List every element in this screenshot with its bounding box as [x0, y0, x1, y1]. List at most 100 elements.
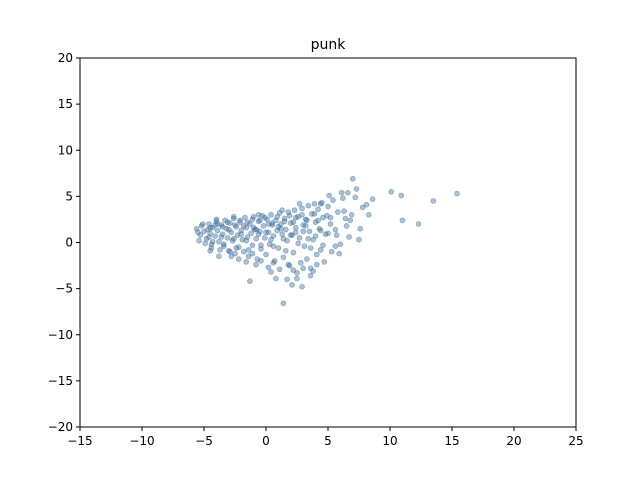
data-point: [295, 240, 302, 247]
data-point: [193, 225, 200, 232]
y-tick-label: −5: [55, 282, 73, 296]
data-point: [202, 240, 208, 247]
data-point: [286, 212, 293, 219]
data-point: [291, 207, 298, 213]
data-point: [317, 247, 324, 253]
data-point: [243, 259, 249, 265]
data-point: [273, 275, 279, 282]
data-point: [356, 236, 362, 243]
data-point: [232, 250, 238, 257]
data-points: [193, 176, 460, 307]
data-point: [207, 224, 213, 231]
plot-frame: [79, 57, 577, 428]
data-point: [333, 232, 340, 238]
data-point: [209, 238, 216, 245]
data-point: [313, 261, 320, 268]
data-point: [304, 256, 310, 262]
data-point: [353, 186, 360, 192]
data-point: [249, 250, 256, 257]
data-point: [282, 248, 289, 254]
data-point: [325, 230, 331, 237]
data-point: [226, 226, 232, 233]
data-point: [352, 194, 359, 201]
x-tick-label: 15: [444, 434, 459, 448]
data-point: [253, 236, 259, 242]
x-tick-label: 20: [506, 434, 521, 448]
data-point: [359, 204, 366, 211]
data-point: [261, 214, 268, 221]
data-point: [253, 261, 259, 268]
data-point: [430, 198, 437, 204]
data-point: [231, 215, 237, 222]
data-point: [299, 212, 305, 218]
y-tick-label: 0: [65, 236, 73, 250]
data-point: [296, 201, 303, 207]
data-point: [299, 283, 305, 290]
data-point: [213, 216, 220, 223]
x-tick-label: 25: [568, 434, 583, 448]
x-tick-label: 10: [382, 434, 397, 448]
data-point: [270, 259, 277, 266]
data-point: [279, 231, 285, 237]
data-point: [280, 254, 287, 261]
data-point: [232, 222, 238, 228]
data-point: [307, 272, 314, 279]
data-point: [279, 207, 285, 213]
data-point: [221, 243, 227, 249]
data-point: [282, 226, 289, 233]
data-point: [296, 235, 303, 241]
data-point: [281, 218, 288, 225]
data-point: [304, 217, 310, 224]
data-point: [237, 219, 243, 225]
data-point: [219, 231, 226, 237]
data-point: [212, 233, 218, 239]
data-point: [325, 203, 331, 210]
data-point: [300, 228, 307, 235]
data-point: [317, 227, 324, 234]
data-point: [289, 282, 295, 288]
data-point: [315, 217, 321, 224]
data-point: [245, 253, 252, 260]
data-point: [218, 234, 225, 240]
data-point: [276, 266, 283, 273]
data-point: [221, 241, 227, 248]
data-point: [335, 209, 341, 215]
data-point: [290, 267, 297, 274]
data-point: [196, 237, 202, 244]
data-point: [233, 245, 239, 251]
data-point: [255, 231, 262, 237]
data-point: [330, 197, 336, 203]
data-point: [256, 217, 263, 224]
data-point: [200, 221, 206, 227]
data-point: [320, 242, 326, 249]
data-point: [388, 189, 395, 195]
data-point: [315, 206, 321, 213]
data-point: [263, 251, 269, 258]
data-point: [321, 259, 328, 265]
data-point: [268, 236, 274, 243]
data-point: [214, 227, 221, 234]
data-point: [454, 190, 460, 197]
data-point: [346, 234, 352, 240]
x-axis: −15 −10 −5 0 5 10 15 20 25: [67, 427, 584, 448]
x-tick-label: −10: [129, 434, 154, 448]
data-point: [349, 176, 356, 182]
data-point: [301, 243, 308, 249]
data-point: [415, 221, 422, 227]
data-point: [247, 278, 253, 285]
data-point: [302, 223, 309, 229]
data-point: [342, 215, 349, 222]
y-tick-label: 5: [65, 189, 73, 203]
data-point: [208, 245, 215, 251]
y-tick-label: 20: [58, 51, 73, 65]
data-point: [265, 221, 272, 227]
data-point: [311, 201, 318, 207]
data-point: [300, 265, 307, 272]
data-point: [328, 248, 335, 255]
data-point: [307, 245, 314, 251]
data-point: [206, 234, 212, 240]
data-point: [258, 242, 264, 249]
data-point: [258, 258, 264, 264]
chart-title: punk: [311, 37, 347, 53]
data-point: [263, 229, 269, 236]
